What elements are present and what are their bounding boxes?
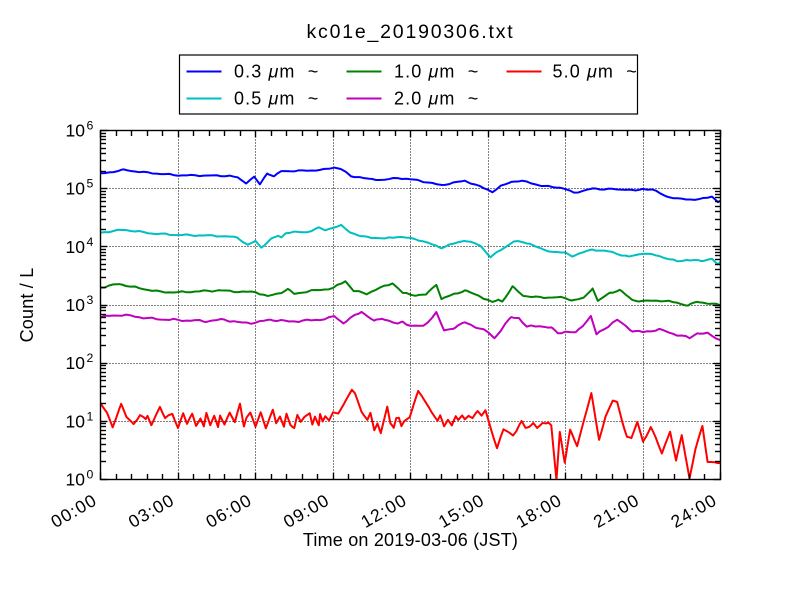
svg-text:2: 2: [87, 351, 94, 365]
svg-text:3: 3: [87, 293, 94, 307]
svg-text:10: 10: [66, 353, 86, 373]
svg-text:10: 10: [66, 121, 86, 141]
svg-text:5.0 μm ~: 5.0 μm ~: [553, 62, 638, 82]
svg-text:0.5 μm ~: 0.5 μm ~: [234, 89, 319, 109]
svg-text:10: 10: [66, 237, 86, 257]
svg-text:10: 10: [66, 295, 86, 315]
svg-text:0.3 μm ~: 0.3 μm ~: [234, 62, 319, 82]
svg-text:2.0 μm ~: 2.0 μm ~: [394, 89, 479, 109]
svg-text:5: 5: [87, 177, 94, 191]
svg-text:kc01e_20190306.txt: kc01e_20190306.txt: [306, 21, 514, 43]
svg-text:10: 10: [66, 411, 86, 431]
svg-text:1.0 μm ~: 1.0 μm ~: [394, 62, 479, 82]
svg-text:6: 6: [87, 119, 94, 133]
svg-text:10: 10: [66, 470, 86, 490]
svg-text:4: 4: [87, 235, 94, 249]
svg-text:Count / L: Count / L: [17, 268, 37, 343]
svg-text:Time on 2019-03-06 (JST): Time on 2019-03-06 (JST): [303, 530, 518, 550]
svg-text:1: 1: [87, 409, 94, 423]
svg-text:10: 10: [66, 179, 86, 199]
svg-text:0: 0: [87, 468, 94, 482]
